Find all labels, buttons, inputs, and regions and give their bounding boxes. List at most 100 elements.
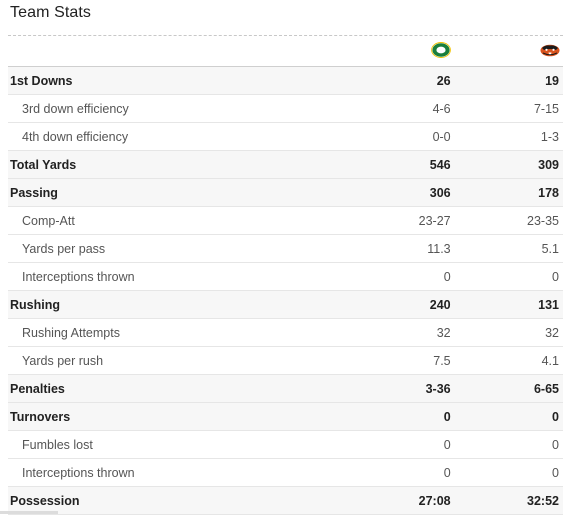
away-stat-value: 178 [538, 185, 559, 200]
stat-label: Fumbles lost [8, 430, 349, 459]
stat-row: 1st Downs 26 19 [8, 66, 563, 95]
away-stat-value: 0 [552, 409, 559, 424]
stat-row: 4th down efficiency 0-0 1-3 [8, 122, 563, 151]
home-stat-cell: 32 [348, 318, 451, 347]
home-stat-value: 0 [443, 437, 451, 452]
stat-row: Penalties 3-36 6-65 [8, 374, 563, 403]
away-stat-cell: 0 [450, 458, 563, 487]
home-stat-value: 26 [436, 73, 451, 88]
home-stat-value: 7.5 [433, 353, 451, 368]
home-stat-cell: 0 [348, 262, 451, 291]
away-stat-cell: 1-3 [450, 122, 563, 151]
home-stat-value: 23-27 [418, 213, 451, 228]
stat-label: 3rd down efficiency [8, 94, 349, 123]
title-divider [8, 35, 563, 36]
stat-label: Passing [8, 178, 349, 207]
home-stat-value: 4-6 [432, 101, 451, 116]
away-stat-value: 0 [552, 437, 559, 452]
home-stat-value: 240 [429, 297, 451, 312]
home-stat-cell: 26 [348, 66, 451, 95]
stat-label: Rushing [8, 290, 349, 319]
away-stat-cell: 178 [450, 178, 563, 207]
home-stat-cell: 4-6 [348, 94, 451, 123]
away-stat-cell: 5.1 [450, 234, 563, 263]
away-stat-value: 19 [545, 73, 559, 88]
away-stat-value: 0 [552, 269, 559, 284]
away-stat-value: 32 [545, 325, 559, 340]
stat-row: 3rd down efficiency 4-6 7-15 [8, 94, 563, 123]
team-stats-table: 1st Downs 26 19 3rd down efficiency 4-6 7-15 4… [8, 36, 563, 515]
page-title: Team Stats [10, 4, 92, 21]
away-stat-value: 4.1 [541, 353, 559, 368]
stat-row: Turnovers 0 0 [8, 402, 563, 431]
stat-row: Rushing Attempts 32 32 [8, 318, 563, 347]
stat-label: Penalties [8, 374, 349, 403]
stat-row: Passing 306 178 [8, 178, 563, 207]
stat-row: Rushing 240 131 [8, 290, 563, 319]
home-stat-cell: 546 [348, 150, 451, 179]
home-stat-cell: 3-36 [348, 374, 451, 403]
away-stat-cell: 0 [450, 402, 563, 431]
oregon-ducks-o-logo-icon[interactable] [430, 41, 451, 61]
stat-row: Yards per pass 11.3 5.1 [8, 234, 563, 263]
home-stat-value: 0 [443, 269, 451, 284]
stat-label: Possession [8, 486, 349, 515]
home-stat-cell: 306 [348, 178, 451, 207]
stat-label: Total Yards [8, 150, 349, 179]
away-stat-cell: 32:52 [450, 486, 563, 515]
away-stat-value: 309 [538, 157, 559, 172]
stat-label: Interceptions thrown [8, 458, 349, 487]
home-stat-value: 0 [443, 465, 451, 480]
home-stat-value: 306 [429, 185, 451, 200]
away-stat-value: 5.1 [541, 241, 559, 256]
away-stat-cell: 0 [450, 262, 563, 291]
header-label-cell [8, 36, 349, 67]
stat-label: Yards per pass [8, 234, 349, 263]
home-stat-cell: 11.3 [348, 234, 451, 263]
stat-label: Comp-Att [8, 206, 349, 235]
home-stat-value: 11.3 [427, 241, 451, 256]
stat-label: Yards per rush [8, 346, 349, 375]
away-stat-value: 6-65 [533, 381, 559, 396]
home-stat-cell: 27:08 [348, 486, 451, 515]
home-stat-cell: 240 [348, 290, 451, 319]
home-team-header[interactable] [348, 36, 451, 67]
home-stat-value: 3-36 [425, 381, 451, 396]
home-stat-value: 546 [429, 157, 451, 172]
away-stat-value: 131 [538, 297, 559, 312]
oregon-state-beaver-logo-icon[interactable] [539, 43, 561, 60]
stat-label: Turnovers [8, 402, 349, 431]
stat-row: Yards per rush 7.5 4.1 [8, 346, 563, 375]
stat-label: 4th down efficiency [8, 122, 349, 151]
away-stat-value: 0 [552, 465, 559, 480]
stat-row: Fumbles lost 0 0 [8, 430, 563, 459]
away-stat-value: 32:52 [527, 493, 559, 508]
away-stat-value: 23-35 [527, 213, 559, 228]
home-stat-cell: 0 [348, 430, 451, 459]
away-stat-cell: 131 [450, 290, 563, 319]
bottom-edge-indicator [0, 511, 58, 514]
away-stat-cell: 7-15 [450, 94, 563, 123]
home-stat-value: 0 [443, 409, 451, 424]
home-stat-cell: 0 [348, 402, 451, 431]
home-stat-cell: 0-0 [348, 122, 451, 151]
away-stat-cell: 23-35 [450, 206, 563, 235]
team-header-row [8, 36, 563, 67]
stat-label: Interceptions thrown [8, 262, 349, 291]
home-stat-cell: 0 [348, 458, 451, 487]
away-stat-value: 7-15 [533, 101, 559, 116]
stat-row: Interceptions thrown 0 0 [8, 458, 563, 487]
home-stat-value: 32 [436, 325, 451, 340]
home-stat-cell: 7.5 [348, 346, 451, 375]
stat-label: Rushing Attempts [8, 318, 349, 347]
stat-row: Comp-Att 23-27 23-35 [8, 206, 563, 235]
stat-row: Total Yards 546 309 [8, 150, 563, 179]
away-stat-cell: 4.1 [450, 346, 563, 375]
stat-row: Possession 27:08 32:52 [8, 486, 563, 515]
away-stat-cell: 19 [450, 66, 563, 95]
home-stat-value: 27:08 [418, 493, 451, 508]
away-team-header[interactable] [450, 36, 563, 67]
away-stat-cell: 6-65 [450, 374, 563, 403]
stat-row: Interceptions thrown 0 0 [8, 262, 563, 291]
away-stat-value: 1-3 [540, 129, 559, 144]
